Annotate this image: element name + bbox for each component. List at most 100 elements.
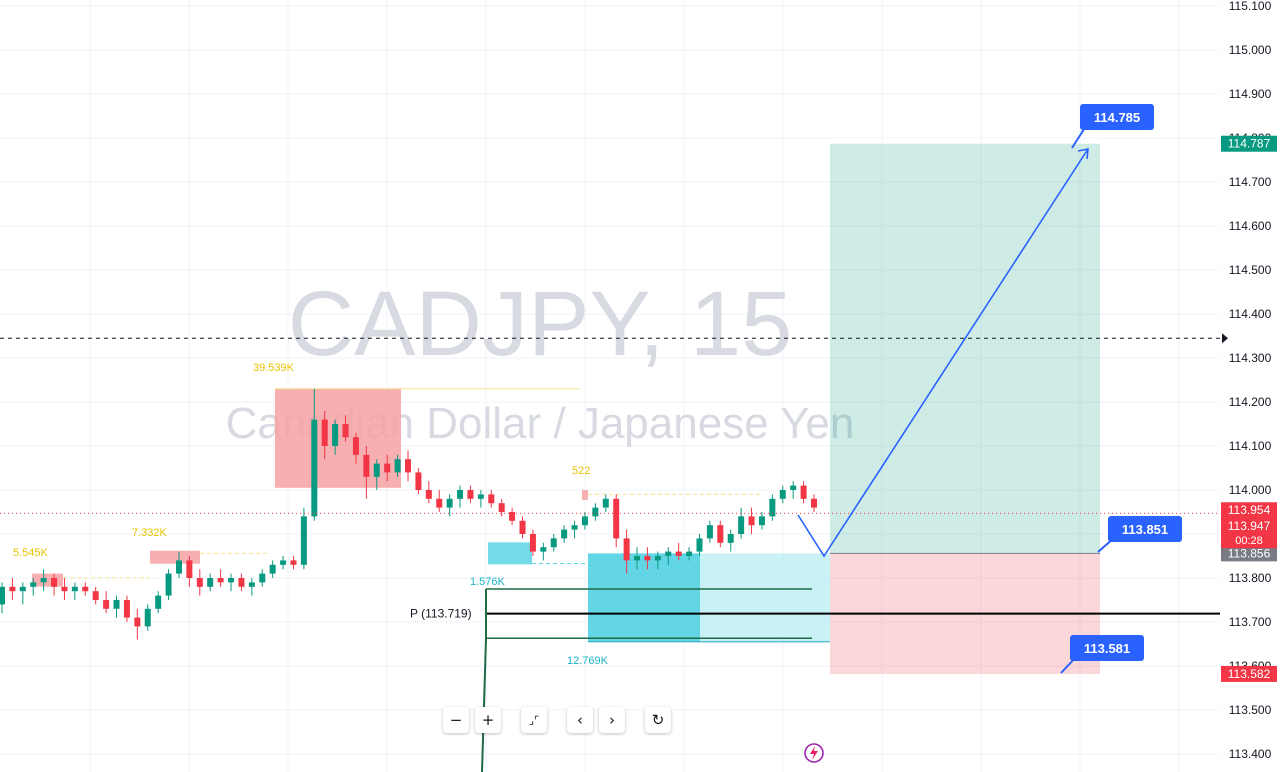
scroll-left-button[interactable]: ‹ [567,707,593,733]
candle-body [40,578,47,583]
candle-body [498,503,505,512]
candle-body [207,578,214,587]
pivot-bracket [481,589,487,772]
zoom-out-button[interactable]: − [443,707,469,733]
reset-scale-button[interactable]: ⌟⌜ [521,707,547,733]
toolbar-gap [507,707,515,737]
candle-body [592,507,599,517]
candle-body [19,586,26,592]
y-tick-label: 113.700 [1229,615,1272,629]
volume-label: 5.545K [13,547,49,559]
callout-box [1080,104,1154,130]
candle-body [71,586,78,592]
candle-body [581,516,588,526]
toolbar-gap [553,707,561,737]
candle-body [758,516,765,526]
projection-arrowhead [1077,148,1089,160]
candle-body [613,498,620,539]
candle-body [103,600,110,609]
last-high-label: 113.954 [1228,503,1271,517]
lightning-icon[interactable] [803,742,825,764]
y-tick-label: 114.700 [1229,175,1272,189]
toolbar-gap [631,707,639,737]
candle-body [529,534,536,552]
price-tags: 114.787 113.856 113.582 113.954 113.947 00:28 [1221,135,1277,682]
callout-box [1070,635,1144,661]
price-tag-box [1221,665,1277,682]
candle-body [373,463,380,477]
candle-body [342,424,349,438]
candle-body [165,573,172,596]
price-tag-label: 113.582 [1228,667,1271,681]
y-tick-label: 115.000 [1229,43,1272,57]
price-axis[interactable]: 115.100115.000114.900114.800114.700114.6… [1229,0,1272,761]
candle-body [82,586,89,592]
callout-label: 113.851 [1122,522,1168,537]
y-tick-label: 114.100 [1229,439,1272,453]
candle-body [228,578,235,583]
target-zone [830,143,1100,554]
candle-body [155,595,162,609]
supply-zone [150,550,200,564]
candle-body [706,525,713,539]
candle-body [436,498,443,508]
price-tag-label: 114.787 [1228,137,1271,151]
candle-body [634,556,641,561]
candle-body [238,578,245,587]
candles-layer [0,388,817,640]
candle-body [405,459,411,473]
candle-body [696,538,703,552]
candle-body [9,586,16,592]
candle-body [269,564,276,574]
pivot-label: P (113.719) [410,607,472,621]
candle-body [280,560,287,565]
candle-body [321,419,328,446]
candle-body [561,529,568,539]
candle-body [0,586,5,605]
candle-body [51,578,58,587]
zoom-in-button[interactable]: + [475,707,501,733]
candle-body [811,498,817,508]
price-tag-box [1221,135,1277,152]
y-tick-label: 114.300 [1229,351,1272,365]
reset-chart-button[interactable]: ↻ [645,707,671,733]
candle-body [363,454,370,477]
candle-body [300,516,307,565]
candle-body [30,582,37,587]
candle-body [394,459,401,473]
y-tick-label: 115.100 [1229,0,1272,13]
candle-body [332,424,339,446]
demand-zone [700,553,830,642]
watermark-title: CADJPY, 15 [288,273,793,375]
supply-zone [582,490,588,500]
callout-label: 114.785 [1094,110,1140,125]
chart-toolbar: − + ⌟⌜ ‹ › ↻ [443,707,671,737]
y-tick-label: 114.900 [1229,87,1272,101]
countdown-label: 00:28 [1235,535,1263,547]
candle-body [717,525,724,543]
candle-body [550,538,557,548]
candle-body [602,498,609,508]
current-price-tag [1221,502,1277,549]
current-price-label: 113.947 [1228,519,1271,533]
callout-box [1108,516,1182,542]
scroll-right-button[interactable]: › [599,707,625,733]
candle-body [488,494,495,504]
crosshair-marker [1222,333,1228,344]
candle-body [571,525,578,530]
price-tag-box [1221,545,1277,562]
candle-body [738,516,745,534]
candle-body [248,582,255,587]
candle-body [446,498,453,508]
candle-body [415,472,422,490]
volume-label: 12.769K [567,655,609,667]
candle-body [457,490,464,499]
y-tick-label: 113.500 [1229,703,1272,717]
candle-body [352,437,359,455]
candle-body [61,586,68,592]
candle-body [467,490,474,499]
volume-label: 522 [572,465,590,477]
candle-body [92,591,99,600]
candle-body [540,547,547,552]
